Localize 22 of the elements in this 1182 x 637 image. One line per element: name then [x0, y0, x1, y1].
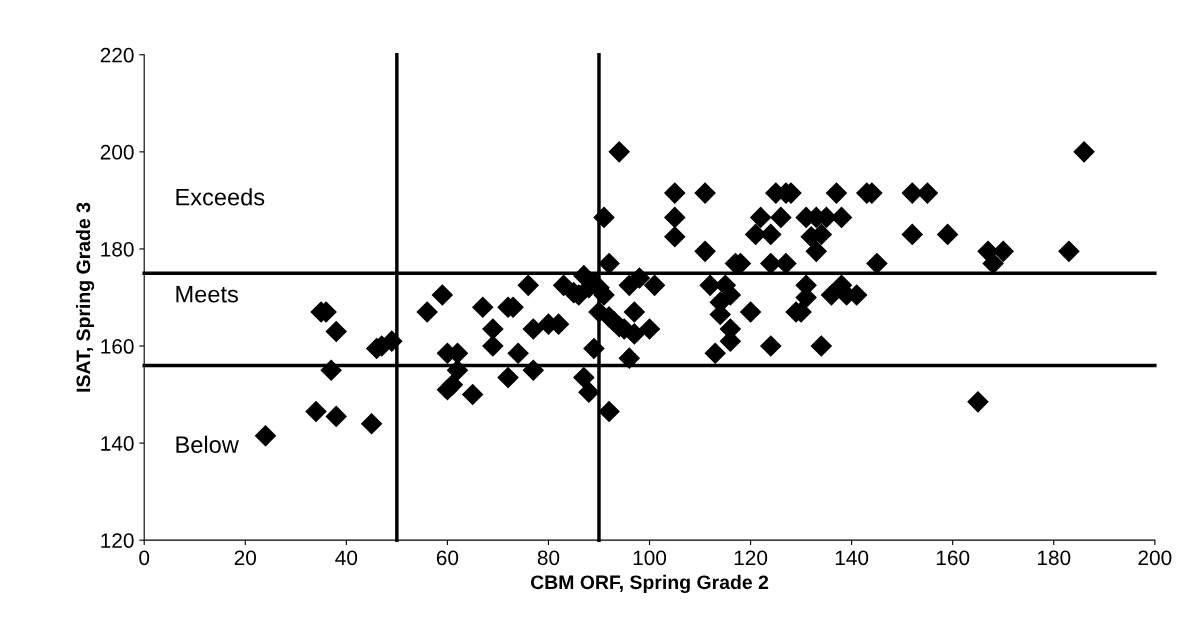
- x-tick-label: 120: [734, 550, 768, 566]
- y-tick-label: 220: [100, 47, 134, 63]
- annotation: Below: [176, 435, 239, 454]
- y-tick-label: 120: [101, 533, 134, 548]
- x-tick-label: 80: [537, 550, 560, 566]
- y-tick-label: 160: [101, 339, 134, 354]
- x-tick-label: 140: [835, 550, 869, 566]
- x-tick-label: 160: [936, 550, 970, 566]
- y-tick-label: 180: [101, 241, 134, 257]
- annotation: Exceeds: [176, 188, 265, 206]
- x-tick-label: 180: [1037, 550, 1071, 566]
- y-axis-title: ISAT, Spring Grade 3: [75, 202, 95, 392]
- x-tick-label: 20: [234, 550, 257, 566]
- y-tick-label: 200: [100, 144, 134, 160]
- x-tick-label: 40: [335, 550, 358, 566]
- x-tick-label: 60: [436, 550, 459, 566]
- x-axis-title: CBM ORF, Spring Grade 2: [530, 574, 769, 594]
- x-tick-label: 100: [633, 550, 667, 566]
- y-tick-label: 140: [101, 436, 134, 451]
- annotation: Meets: [176, 286, 238, 303]
- x-tick-label: 200: [1138, 550, 1172, 566]
- x-tick-label: 0: [139, 550, 150, 566]
